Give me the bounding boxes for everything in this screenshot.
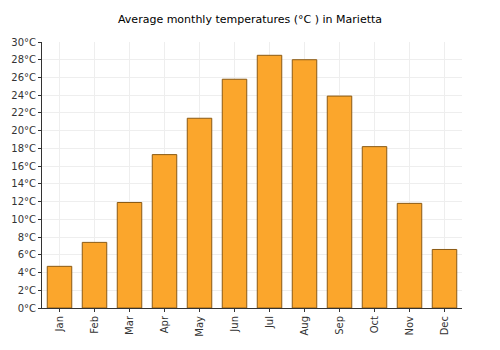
svg-text:8°C: 8°C [18,232,36,243]
svg-text:Average monthly temperatures (: Average monthly temperatures (°C ) in Ma… [118,13,382,26]
svg-text:24°C: 24°C [11,90,36,101]
svg-text:2°C: 2°C [18,285,36,296]
svg-text:Jan: Jan [54,316,65,332]
svg-text:18°C: 18°C [11,143,36,154]
svg-text:May: May [194,316,205,337]
svg-text:Jul: Jul [264,316,275,329]
svg-text:Sep: Sep [334,316,345,335]
svg-text:14°C: 14°C [11,178,36,189]
svg-text:Dec: Dec [439,316,450,335]
svg-text:Nov: Nov [404,316,415,336]
svg-text:12°C: 12°C [11,196,36,207]
svg-text:Mar: Mar [124,315,135,335]
svg-text:30°C: 30°C [11,37,36,48]
svg-text:Aug: Aug [299,316,310,336]
svg-text:0°C: 0°C [18,303,36,314]
svg-text:16°C: 16°C [11,161,36,172]
svg-text:20°C: 20°C [11,125,36,136]
svg-text:Oct: Oct [369,316,380,333]
svg-text:26°C: 26°C [11,72,36,83]
svg-text:28°C: 28°C [11,54,36,65]
svg-text:Jun: Jun [229,316,240,333]
svg-text:6°C: 6°C [18,249,36,260]
svg-text:Apr: Apr [159,315,170,333]
svg-text:10°C: 10°C [11,214,36,225]
svg-text:Feb: Feb [89,316,100,334]
svg-text:22°C: 22°C [11,107,36,118]
svg-text:4°C: 4°C [18,267,36,278]
